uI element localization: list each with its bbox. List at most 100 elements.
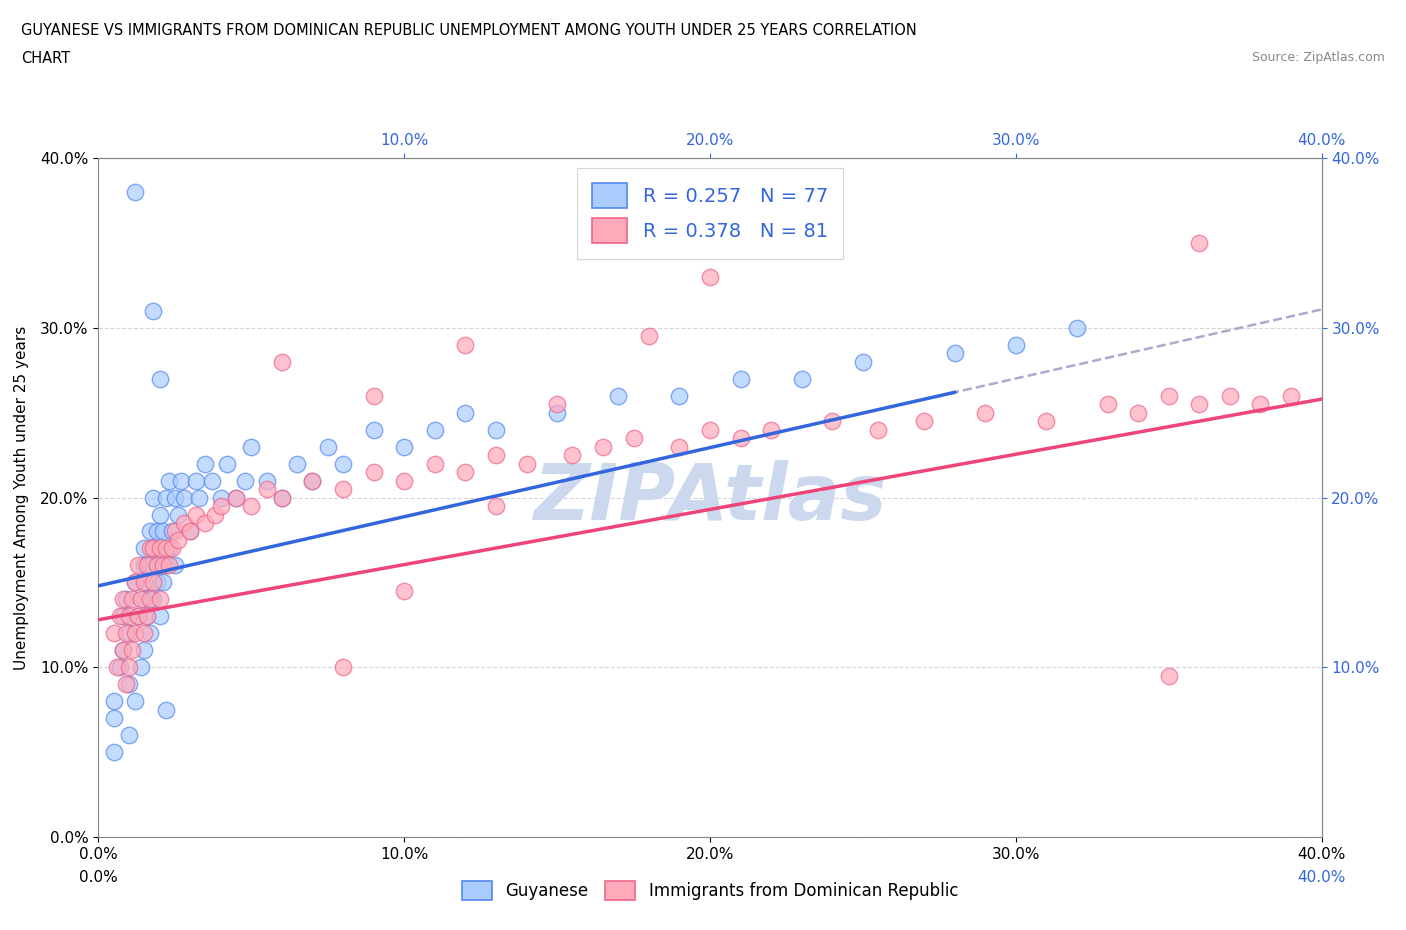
Point xyxy=(121,592,143,607)
Point xyxy=(1066,320,1088,336)
Point xyxy=(454,338,477,352)
Point xyxy=(179,525,201,539)
Point xyxy=(139,558,162,573)
Point xyxy=(316,439,339,454)
Point xyxy=(103,745,125,760)
Point xyxy=(607,389,630,404)
Point xyxy=(699,422,721,437)
Point xyxy=(790,371,813,386)
Point xyxy=(139,626,162,641)
Point xyxy=(155,541,177,556)
Point xyxy=(1157,669,1180,684)
Point xyxy=(699,270,721,285)
Point xyxy=(157,541,180,556)
Point xyxy=(139,592,162,607)
Point xyxy=(136,609,159,624)
Point xyxy=(111,643,134,658)
Point xyxy=(1128,405,1150,420)
Point xyxy=(142,490,165,505)
Point xyxy=(215,457,238,472)
Point xyxy=(149,558,172,573)
Point xyxy=(623,431,645,445)
Point xyxy=(142,592,165,607)
Point xyxy=(134,558,156,573)
Point xyxy=(943,346,966,361)
Point xyxy=(134,643,156,658)
Point xyxy=(454,465,477,480)
Point xyxy=(124,694,146,709)
Point xyxy=(730,431,752,445)
Point xyxy=(139,541,162,556)
Text: CHART: CHART xyxy=(21,51,70,66)
Point xyxy=(139,525,162,539)
Point xyxy=(759,422,782,437)
Point xyxy=(149,541,172,556)
Point xyxy=(1279,389,1302,404)
Point xyxy=(127,609,149,624)
Point xyxy=(592,439,614,454)
Point xyxy=(118,728,141,743)
Point xyxy=(186,507,208,522)
Point xyxy=(134,541,156,556)
Point xyxy=(173,515,195,530)
Point xyxy=(149,371,172,386)
Point xyxy=(1188,235,1211,250)
Point xyxy=(301,473,323,488)
Point xyxy=(127,609,149,624)
Point xyxy=(115,592,138,607)
Point xyxy=(129,660,152,675)
Point xyxy=(423,457,446,472)
Point xyxy=(270,490,292,505)
Point xyxy=(1219,389,1241,404)
Point xyxy=(108,660,131,675)
Point xyxy=(868,422,890,437)
Point xyxy=(1035,414,1057,429)
Point xyxy=(152,558,174,573)
Point xyxy=(423,422,446,437)
Point xyxy=(111,609,134,624)
Point xyxy=(108,609,131,624)
Point xyxy=(240,439,263,454)
Point xyxy=(103,626,125,641)
Point xyxy=(668,389,690,404)
Point xyxy=(142,303,165,318)
Point xyxy=(256,473,278,488)
Text: ZIPAtlas: ZIPAtlas xyxy=(533,459,887,536)
Point xyxy=(163,490,186,505)
Point xyxy=(270,490,292,505)
Point xyxy=(516,457,538,472)
Point xyxy=(163,558,186,573)
Point xyxy=(485,422,508,437)
Point xyxy=(115,677,138,692)
Point xyxy=(225,490,247,505)
Point xyxy=(103,711,125,725)
Point xyxy=(485,447,508,462)
Point xyxy=(142,541,165,556)
Point xyxy=(124,185,146,200)
Point xyxy=(157,473,180,488)
Point xyxy=(1004,338,1026,352)
Point xyxy=(1097,397,1119,412)
Point xyxy=(912,414,935,429)
Point xyxy=(145,525,167,539)
Point xyxy=(225,490,247,505)
Point xyxy=(105,660,128,675)
Point xyxy=(186,473,208,488)
Point xyxy=(134,592,156,607)
Point xyxy=(852,354,875,369)
Point xyxy=(194,457,217,472)
Point xyxy=(363,389,385,404)
Point xyxy=(127,558,149,573)
Point xyxy=(163,525,186,539)
Point xyxy=(124,626,146,641)
Point xyxy=(103,694,125,709)
Point xyxy=(233,473,256,488)
Point xyxy=(152,525,174,539)
Point xyxy=(136,558,159,573)
Point xyxy=(111,592,134,607)
Point xyxy=(301,473,323,488)
Y-axis label: Unemployment Among Youth under 25 years: Unemployment Among Youth under 25 years xyxy=(14,326,30,670)
Point xyxy=(149,592,172,607)
Point xyxy=(392,439,416,454)
Point xyxy=(124,575,146,590)
